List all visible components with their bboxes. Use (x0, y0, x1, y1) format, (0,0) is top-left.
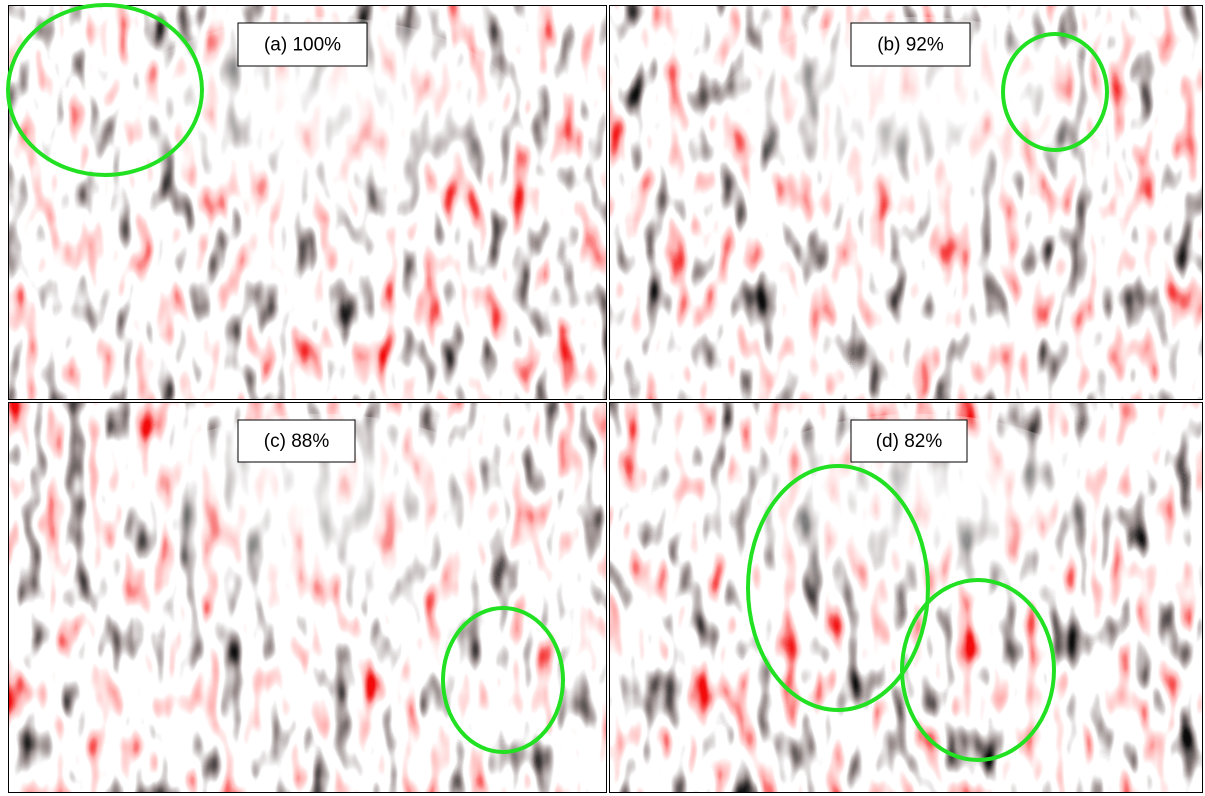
panel-label: (c) 88% (264, 431, 330, 452)
panel-label: (a) 100% (264, 35, 341, 56)
panel-label: (b) 92% (877, 35, 944, 56)
figure: (a) 100% (b) 92% (c) 88% (d) 82% (0, 0, 1205, 796)
page: (a) 100%(b) 92%(c) 88%(d) 82% (() => { c… (0, 0, 1205, 796)
panel-group: (a) 100% (b) 92% (c) 88% (d) 82% (8, 5, 1203, 793)
panel-label: (d) 82% (876, 431, 943, 452)
